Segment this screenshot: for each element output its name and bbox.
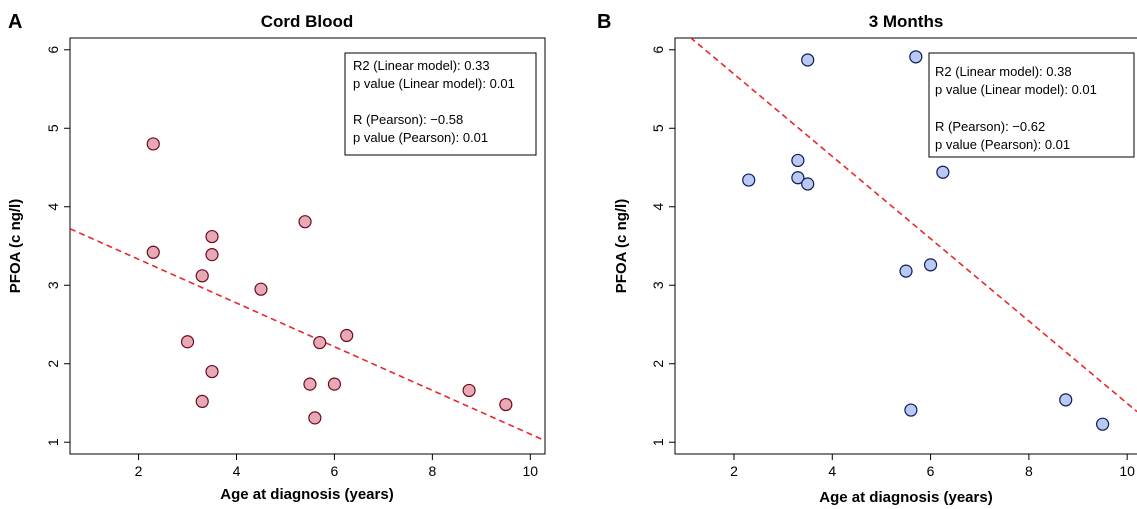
data-point-a bbox=[298, 215, 312, 229]
stat-p-pearson-b: p value (Pearson): 0.01 bbox=[935, 137, 1070, 152]
data-point-b bbox=[923, 258, 938, 272]
y-tick-label-a: 2 bbox=[45, 360, 61, 368]
panel-letter-a: A bbox=[8, 11, 22, 33]
plot-frame-a bbox=[69, 37, 546, 455]
scatter-points-b bbox=[742, 50, 1110, 431]
data-point-b bbox=[899, 264, 913, 278]
y-tick-label-b: 2 bbox=[650, 360, 666, 368]
data-point-a bbox=[254, 282, 268, 296]
stats-box-frame-b bbox=[928, 52, 1135, 158]
plot-frame-b bbox=[674, 37, 1137, 455]
data-point-a bbox=[180, 335, 195, 349]
stats-box-frame-a bbox=[344, 52, 537, 156]
y-axis-label-b: PFOA (c ng/l) bbox=[613, 199, 630, 293]
stats-box-b: R2 (Linear model): 0.38 p value (Linear … bbox=[928, 52, 1135, 158]
data-point-b bbox=[1059, 393, 1073, 407]
stat-p-linear-b: p value (Linear model): 0.01 bbox=[935, 82, 1097, 97]
data-point-a bbox=[308, 411, 322, 425]
data-point-a bbox=[340, 328, 354, 343]
chart-title-b: 3 Months bbox=[869, 12, 944, 31]
stat-r2-a: R2 (Linear model): 0.33 bbox=[353, 58, 490, 73]
panel-letter-b: B bbox=[597, 11, 611, 33]
data-point-a bbox=[499, 397, 513, 412]
data-point-a bbox=[195, 394, 209, 409]
y-tick-label-a: 5 bbox=[45, 124, 61, 132]
x-tick-label-b: 10 bbox=[1119, 463, 1135, 479]
chart-title-a: Cord Blood bbox=[261, 12, 354, 31]
x-axis-label-b: Age at diagnosis (years) bbox=[819, 489, 992, 506]
data-point-b bbox=[791, 153, 805, 168]
x-tick-label-a: 6 bbox=[331, 463, 339, 479]
stats-box-a: R2 (Linear model): 0.33 p value (Linear … bbox=[344, 52, 537, 156]
data-point-b bbox=[904, 403, 918, 417]
data-point-b bbox=[936, 165, 950, 179]
stat-p-pearson-a: p value (Pearson): 0.01 bbox=[353, 130, 488, 145]
x-tick-label-a: 8 bbox=[428, 463, 436, 479]
stat-r2-b: R2 (Linear model): 0.38 bbox=[935, 64, 1072, 79]
x-tick-label-b: 4 bbox=[828, 463, 836, 479]
x-tick-label-b: 2 bbox=[730, 463, 738, 479]
x-tick-label-a: 10 bbox=[523, 463, 539, 479]
data-point-b bbox=[801, 177, 815, 191]
data-point-b bbox=[742, 173, 756, 187]
data-point-b bbox=[909, 50, 923, 64]
data-point-a bbox=[303, 377, 317, 391]
data-point-a bbox=[313, 335, 327, 350]
data-point-a bbox=[205, 248, 219, 262]
stat-p-linear-a: p value (Linear model): 0.01 bbox=[353, 76, 515, 91]
y-tick-label-b: 4 bbox=[650, 203, 666, 211]
regression-line-a bbox=[70, 228, 545, 442]
stat-r-pearson-b: R (Pearson): −0.62 bbox=[935, 119, 1045, 134]
y-tick-label-b: 1 bbox=[650, 438, 666, 446]
y-tick-label-a: 4 bbox=[45, 203, 61, 211]
data-point-b bbox=[801, 53, 815, 67]
y-tick-label-a: 6 bbox=[45, 46, 61, 54]
data-point-a bbox=[205, 229, 219, 244]
data-point-a bbox=[146, 137, 160, 151]
x-tick-label-b: 8 bbox=[1025, 463, 1033, 479]
data-point-b bbox=[791, 171, 805, 185]
scatter-points-a bbox=[146, 137, 513, 425]
data-point-a bbox=[146, 245, 160, 259]
y-tick-label-b: 5 bbox=[650, 124, 666, 132]
data-point-b bbox=[1095, 417, 1110, 431]
x-tick-label-a: 2 bbox=[135, 463, 143, 479]
data-point-a bbox=[205, 364, 219, 379]
y-axis-label-a: PFOA (c ng/l) bbox=[7, 199, 24, 293]
data-point-a bbox=[327, 377, 342, 391]
x-axis-label-a: Age at diagnosis (years) bbox=[220, 486, 393, 503]
y-tick-label-a: 3 bbox=[45, 281, 61, 289]
regression-line-b bbox=[689, 38, 1137, 413]
stat-r-pearson-a: R (Pearson): −0.58 bbox=[353, 112, 463, 127]
y-tick-label-b: 3 bbox=[650, 281, 666, 289]
y-tick-label-b: 6 bbox=[650, 46, 666, 54]
data-point-a bbox=[195, 269, 209, 283]
data-point-a bbox=[462, 383, 476, 398]
x-tick-label-b: 6 bbox=[927, 463, 935, 479]
y-tick-label-a: 1 bbox=[45, 438, 61, 446]
x-tick-label-a: 4 bbox=[233, 463, 241, 479]
